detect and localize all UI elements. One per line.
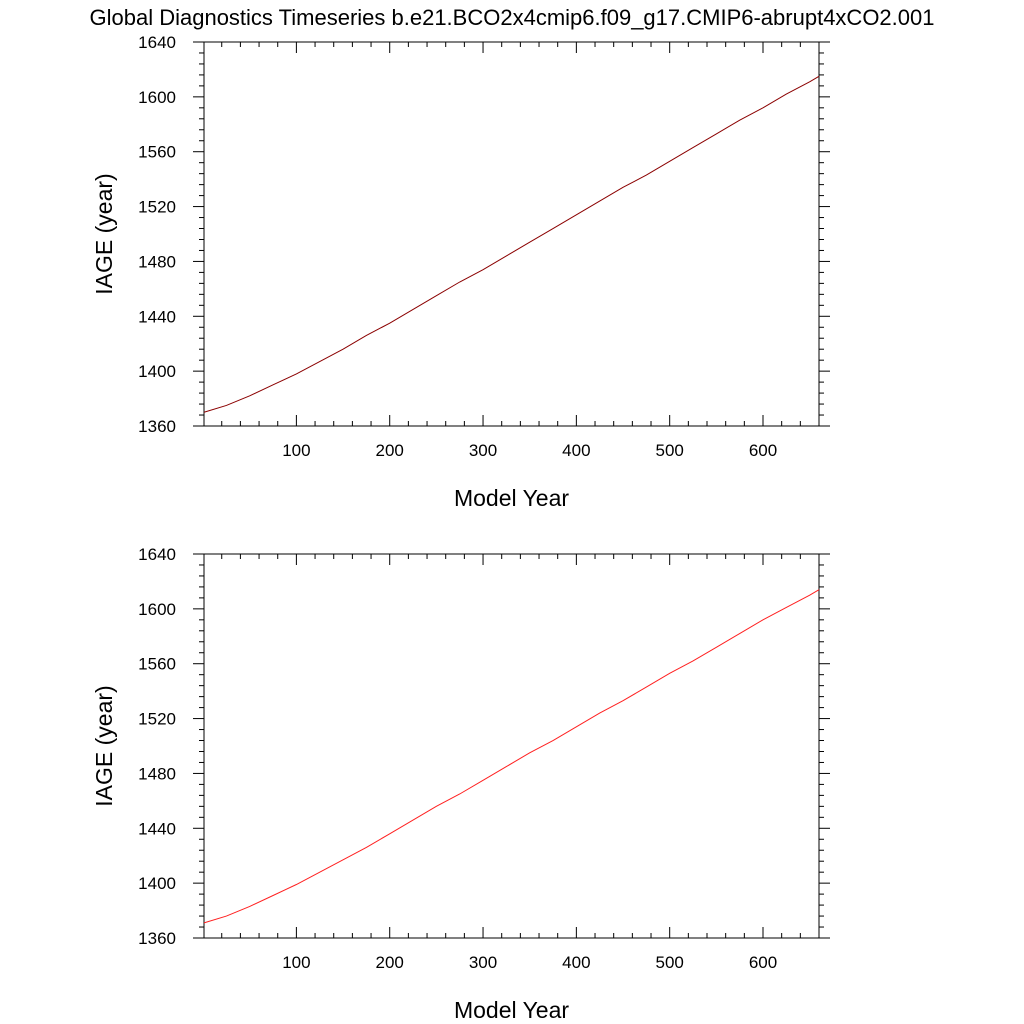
y-axis-label: IAGE (year) (91, 173, 117, 294)
x-tick-label: 100 (282, 953, 310, 972)
x-tick-label: 600 (749, 441, 777, 460)
x-tick-label: 600 (749, 953, 777, 972)
y-tick-label: 1640 (138, 545, 176, 564)
plot-frame (203, 41, 820, 427)
y-tick-label: 1400 (138, 874, 176, 893)
y-tick-label: 1560 (138, 655, 176, 674)
y-tick-label: 1440 (138, 819, 176, 838)
x-tick-label: 300 (469, 953, 497, 972)
x-tick-label: 200 (376, 441, 404, 460)
top-panel: 100 200 300 400 500 600 1360 1400 1440 1480 1520 15… (91, 33, 830, 511)
y-tick-label: 1520 (138, 198, 176, 217)
y-tick-label: 1480 (138, 252, 176, 271)
x-axis-label: Model Year (454, 997, 569, 1023)
y-tick-label: 1520 (138, 710, 176, 729)
x-tick-label: 500 (655, 953, 683, 972)
y-tick-label: 1360 (138, 417, 176, 436)
y-axis-label: IAGE (year) (91, 685, 117, 806)
y-tick-label: 1600 (138, 88, 176, 107)
bottom-panel: 100 200 300 400 500 600 1360 1400 1440 1480 1520 15… (91, 545, 830, 1023)
x-tick-label: 100 (282, 441, 310, 460)
x-tick-label: 400 (562, 953, 590, 972)
figure-title: Global Diagnostics Timeseries b.e21.BCO2… (90, 5, 935, 30)
x-tick-label: 500 (655, 441, 683, 460)
y-tick-label: 1600 (138, 600, 176, 619)
y-tick-label: 1560 (138, 143, 176, 162)
x-axis-label: Model Year (454, 485, 569, 511)
x-tick-label: 300 (469, 441, 497, 460)
y-tick-label: 1360 (138, 929, 176, 948)
x-tick-label: 200 (376, 953, 404, 972)
y-tick-label: 1440 (138, 307, 176, 326)
y-tick-label: 1480 (138, 764, 176, 783)
series-line (203, 589, 820, 924)
y-tick-label: 1400 (138, 362, 176, 381)
x-tick-label: 400 (562, 441, 590, 460)
y-tick-label: 1640 (138, 33, 176, 52)
series-line (203, 75, 820, 413)
plot-frame (203, 553, 820, 939)
